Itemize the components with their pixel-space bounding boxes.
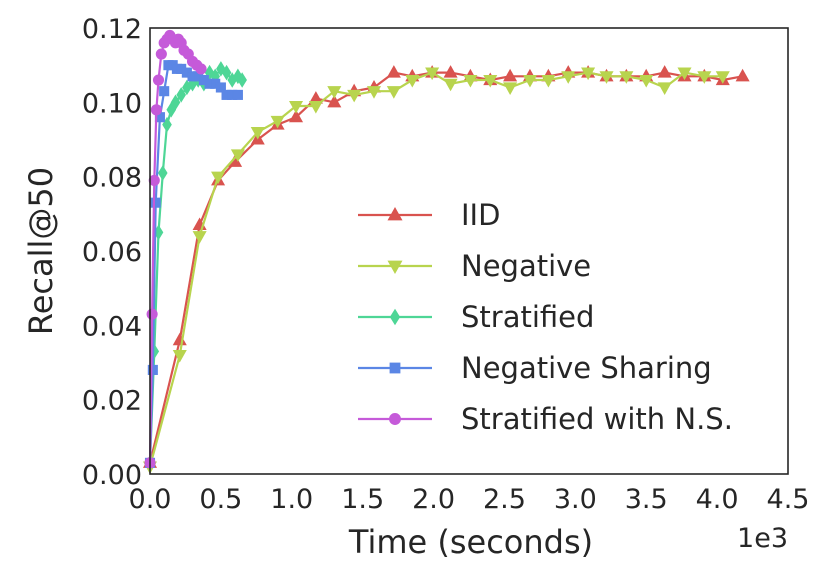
data-point-marker [216,61,226,77]
data-point-marker [172,350,187,363]
data-point-marker [503,82,518,95]
data-point-marker [327,94,342,108]
data-point-marker [327,86,342,99]
data-point-marker [522,74,537,88]
data-point-marker [347,89,362,103]
x-tick-label: 3.0 [554,484,597,515]
legend-marker [389,413,401,425]
data-point-marker [157,165,168,181]
legend-label: Negative Sharing [461,351,712,385]
data-point-marker [230,149,245,162]
x-tick-label: 1.0 [270,484,313,515]
plot-background [150,28,788,474]
y-tick-label: 0.04 [82,311,142,342]
data-point-marker [366,86,382,99]
data-point-marker [657,65,672,78]
data-point-marker [599,71,614,84]
legend-item: IID [358,198,500,232]
data-point-marker [270,115,285,129]
y-tick-labels: 0.00 0.02 0.04 0.06 0.08 0.10 0.12 [82,14,142,491]
data-point-marker [192,231,207,244]
data-point-marker [176,87,187,103]
data-point-marker [250,127,265,140]
data-point-marker [150,197,161,208]
legend-marker [389,362,401,374]
x-axis-scale-label: 1e3 [737,523,788,554]
legend-marker [387,206,403,221]
data-point-marker [697,71,712,84]
x-tick-label: 2.5 [483,484,526,515]
x-tick-label: 0.5 [199,484,242,515]
legend-item: Negative [358,249,591,283]
data-point-marker [155,48,167,60]
data-point-marker [195,63,207,75]
y-tick-label: 0.06 [82,237,142,268]
data-point-marker [443,78,458,92]
y-tick-label: 0.00 [82,460,142,491]
x-tick-label: 1.5 [341,484,384,515]
data-point-marker [289,101,304,114]
data-point-marker [715,71,730,84]
data-point-marker [541,74,556,88]
data-point-marker [581,67,596,81]
plot-frame [149,27,789,475]
x-tick-label: 4.5 [767,484,810,515]
data-point-marker [619,71,634,84]
data-point-marker [443,65,458,78]
legend-item: Stratified with N.S. [358,402,733,436]
data-point-marker [233,68,243,85]
data-point-marker [463,74,478,88]
x-tick-label: 3.5 [625,484,668,515]
legend-label: Negative [461,249,591,283]
data-point-marker [289,109,304,123]
data-point-marker [425,67,440,81]
data-point-marker [639,74,654,88]
x-tick-label: 2.0 [412,484,455,515]
data-point-marker [150,104,162,116]
data-point-marker [735,68,750,82]
data-point-marker [170,94,181,111]
legend-marker [389,308,401,326]
data-point-marker [215,82,226,93]
data-point-marker [308,101,323,114]
data-point-marker [386,65,401,78]
series-negative [142,67,730,475]
data-point-marker [237,72,247,88]
x-tick-label: 4.0 [696,484,739,515]
series-stratified [145,61,247,471]
legend-marker [387,260,403,275]
data-point-marker [677,67,692,81]
data-point-marker [147,364,158,375]
legend-label: Stratified with N.S. [461,402,733,436]
y-tick-label: 0.08 [82,163,142,194]
y-tick-label: 0.12 [82,14,142,45]
legend: IID Negative Stratified Negative Sharing Str… [358,198,733,436]
data-point-marker [561,71,576,84]
y-axis-label: Recall@50 [22,167,60,335]
data-point-marker [386,86,401,99]
y-tick-label: 0.10 [82,88,142,119]
data-point-marker [483,74,498,88]
legend-label: Stratified [461,300,594,334]
y-tick-label: 0.02 [82,386,142,417]
x-tick-labels: 0.0 0.5 1.0 1.5 2.0 2.5 3.0 3.5 4.0 4.5 [129,484,810,515]
data-point-marker [657,82,672,95]
x-axis-label: Time (seconds) [348,523,593,561]
data-point-marker [221,64,232,81]
data-point-marker [159,86,170,97]
legend-item: Stratified [358,300,594,334]
data-point-marker [211,171,226,185]
data-point-marker [405,74,420,88]
data-point-marker [232,89,243,100]
data-point-marker [146,308,158,320]
data-point-marker [152,74,165,86]
data-point-marker [148,174,160,186]
data-point-marker [503,68,518,82]
x-tick-label: 0.0 [129,484,172,515]
legend-item: Negative Sharing [358,351,712,385]
legend-label: IID [461,198,500,232]
